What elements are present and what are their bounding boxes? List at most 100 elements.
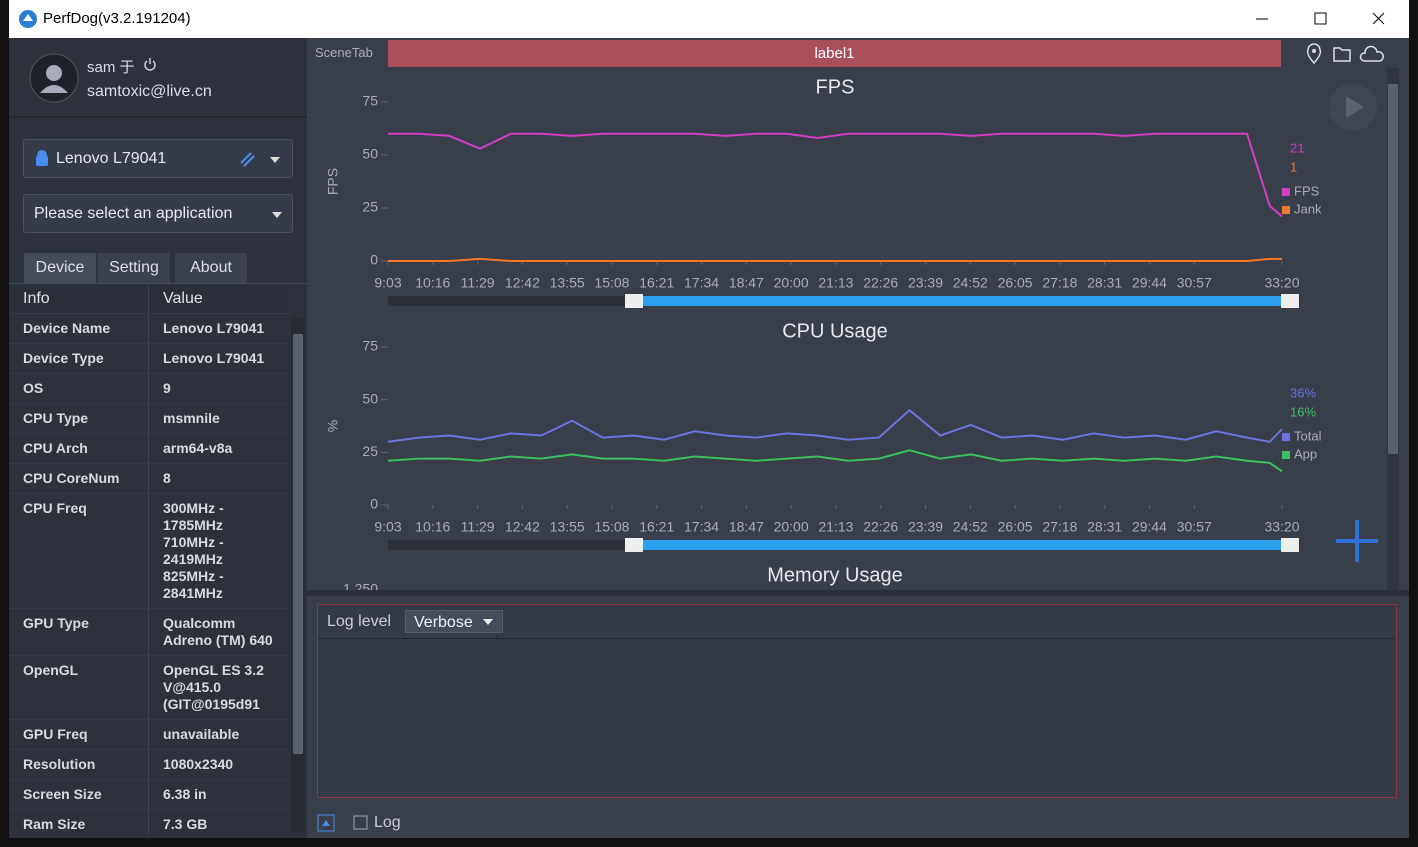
x-tick-label: 27:18	[1042, 519, 1077, 535]
x-tick-label: 29:44	[1132, 519, 1167, 535]
expand-button[interactable]	[317, 814, 335, 832]
dropdown-arrow	[483, 619, 493, 625]
toolbar-icons[interactable]	[1302, 42, 1392, 66]
table-row: CPU Arch arm64-v8a	[9, 434, 290, 464]
table-row: CPU Type msmnile	[9, 404, 290, 434]
x-tick-label: 23:39	[908, 275, 943, 291]
y-tick-label: 75	[362, 338, 378, 354]
application-dropdown[interactable]: Please select an application	[23, 194, 293, 233]
tab[interactable]: About	[175, 253, 247, 283]
android-icon	[36, 150, 48, 166]
value-cell: 300MHz - 1785MHz 710MHz - 2419MHz 825MHz…	[163, 500, 224, 601]
y-tick-label: 0	[370, 252, 378, 268]
table-row: CPU Freq 300MHz - 1785MHz 710MHz - 2419MH…	[9, 494, 290, 609]
slider[interactable]	[388, 538, 1300, 552]
scroll-thumb[interactable]	[1388, 84, 1398, 454]
log-panel: Log level Verbose	[317, 604, 1397, 798]
scene-tab[interactable]: SceneTab	[315, 45, 373, 60]
device-dropdown[interactable]: Lenovo L79041	[23, 139, 293, 178]
x-tick-label: 28:31	[1087, 519, 1122, 535]
chart-scrollbar[interactable]	[1387, 68, 1399, 590]
x-tick-label: 13:55	[550, 519, 585, 535]
frame-edge	[1409, 0, 1418, 847]
value-cell: OpenGL ES 3.2 V@415.0 (GIT@0195d91	[163, 662, 264, 712]
add-button[interactable]	[1336, 520, 1378, 562]
value-cell: Lenovo L79041	[163, 350, 265, 366]
x-tick-label: 33:20	[1264, 275, 1299, 291]
table-row: OS 9	[9, 374, 290, 404]
x-tick-label: 18:47	[729, 275, 764, 291]
x-tick-label: 17:34	[684, 519, 719, 535]
info-cell: CPU Arch	[9, 434, 149, 463]
info-table: Info Value Device Name Lenovo L79041 Device…	[9, 284, 290, 834]
x-tick-label: 11:29	[461, 519, 495, 535]
x-tick-label: 22:26	[863, 275, 898, 291]
y-axis-label: FPS	[325, 168, 341, 195]
avatar[interactable]	[29, 53, 79, 103]
info-cell: Screen Size	[9, 780, 149, 809]
log-level-label: Log level	[327, 613, 392, 630]
chart-title: CPU Usage	[782, 320, 888, 342]
log-header	[318, 605, 1396, 639]
y-tick-label: 25	[362, 443, 378, 459]
tab[interactable]: Setting	[98, 253, 170, 283]
x-tick-label: 26:05	[998, 519, 1033, 535]
info-cell: GPU Freq	[9, 720, 149, 749]
y-tick-label: 50	[362, 146, 378, 162]
dropdown-icons	[240, 152, 280, 167]
splitter[interactable]	[307, 590, 1409, 596]
table-row: CPU CoreNum 8	[9, 464, 290, 494]
info-cell: CPU Freq	[9, 494, 149, 608]
legend-label: Jank	[1294, 201, 1322, 216]
scrollbar[interactable]	[291, 318, 305, 832]
window-controls[interactable]	[1249, 8, 1399, 30]
current-value: 1	[1290, 159, 1297, 174]
current-value: 21	[1290, 140, 1304, 155]
title-bar: PerfDog(v3.2.191204)	[9, 0, 1409, 38]
series-line	[387, 408, 1283, 443]
table-row: Resolution 1080x2340	[9, 750, 290, 780]
user-email: samtoxic@live.cn	[87, 83, 212, 100]
window-title: PerfDog(v3.2.191204)	[43, 10, 191, 27]
value-cell: Qualcomm Adreno (TM) 640	[163, 615, 273, 648]
info-cell: Ram Size	[9, 810, 149, 834]
divider	[9, 283, 307, 284]
x-tick-label: 22:26	[863, 519, 898, 535]
x-tick-label: 12:42	[505, 275, 540, 291]
table-row: GPU Type Qualcomm Adreno (TM) 640	[9, 609, 290, 656]
charts: FPS FPS 0 25 50 75 9:03 10:16 11:29 12:42 13:55 15:…	[325, 76, 1378, 590]
log-level-dropdown[interactable]: Verbose	[405, 610, 503, 633]
x-tick-label: 20:00	[774, 275, 809, 291]
y-tick-label: 1,250	[343, 581, 378, 590]
x-tick-label: 28:31	[1087, 275, 1122, 291]
x-tick-label: 15:08	[594, 275, 629, 291]
x-tick-label: 21:13	[818, 275, 853, 291]
y-tick-label: 75	[362, 93, 378, 109]
slider[interactable]	[388, 294, 1300, 308]
x-tick-label: 23:39	[908, 519, 943, 535]
device-name: Lenovo L79041	[56, 150, 167, 167]
play-icon	[1346, 96, 1364, 118]
info-cell: CPU CoreNum	[9, 464, 149, 493]
tab[interactable]: Device	[24, 253, 96, 283]
info-cell: OS	[9, 374, 149, 403]
logout-icon[interactable]	[143, 57, 157, 71]
x-tick-label: 20:00	[774, 519, 809, 535]
scene-label[interactable]: label1	[388, 40, 1281, 67]
scroll-thumb[interactable]	[293, 334, 303, 754]
app-icon	[19, 10, 37, 28]
x-tick-label: 30:57	[1177, 519, 1212, 535]
x-tick-label: 30:57	[1177, 275, 1212, 291]
current-value: 16%	[1290, 404, 1316, 419]
log-checkbox[interactable]	[353, 815, 369, 831]
x-tick-label: 17:34	[684, 275, 719, 291]
x-tick-label: 13:55	[550, 275, 585, 291]
x-tick-label: 15:08	[594, 519, 629, 535]
table-row: Device Name Lenovo L79041	[9, 314, 290, 344]
x-tick-label: 11:29	[461, 275, 495, 291]
legend-swatch	[1282, 188, 1290, 196]
info-cell: Resolution	[9, 750, 149, 779]
table-row: GPU Freq unavailable	[9, 720, 290, 750]
value-cell: Lenovo L79041	[163, 320, 265, 336]
